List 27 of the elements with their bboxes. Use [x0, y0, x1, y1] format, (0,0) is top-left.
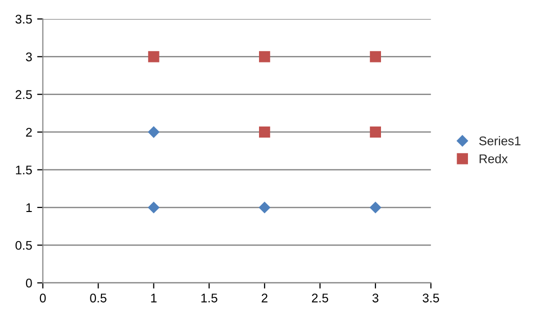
y-tick-label: 0.5 — [16, 240, 32, 250]
x-tick-label: 1 — [151, 294, 157, 302]
point — [259, 51, 270, 62]
y-tick-label: 3 — [26, 52, 32, 62]
x-tick-label: 1.5 — [201, 294, 218, 302]
legend-label: Series1 — [479, 136, 520, 146]
point — [148, 51, 160, 62]
y-tick-label: 1 — [26, 203, 32, 212]
x-tick-label: 0.5 — [90, 294, 106, 302]
x-tick-label: 2 — [262, 294, 268, 302]
point — [148, 126, 160, 138]
point — [148, 202, 160, 214]
y-tick-label: 2.5 — [16, 90, 32, 100]
x-tick-label: 0 — [40, 294, 46, 302]
legend-label: Redx — [480, 154, 508, 164]
y-tick-label: 3.5 — [16, 14, 32, 24]
x-tick-label: 3.5 — [422, 294, 440, 302]
point — [370, 51, 382, 62]
y-tick-label: 1.5 — [16, 166, 32, 174]
y-tick-label: 2 — [26, 128, 32, 137]
point — [258, 202, 270, 214]
point — [370, 126, 382, 138]
x-tick-label: 3 — [372, 294, 378, 302]
point — [370, 202, 382, 214]
x-tick-label: 2.5 — [312, 294, 328, 302]
point — [259, 126, 270, 138]
y-tick-label: 0 — [26, 278, 32, 288]
